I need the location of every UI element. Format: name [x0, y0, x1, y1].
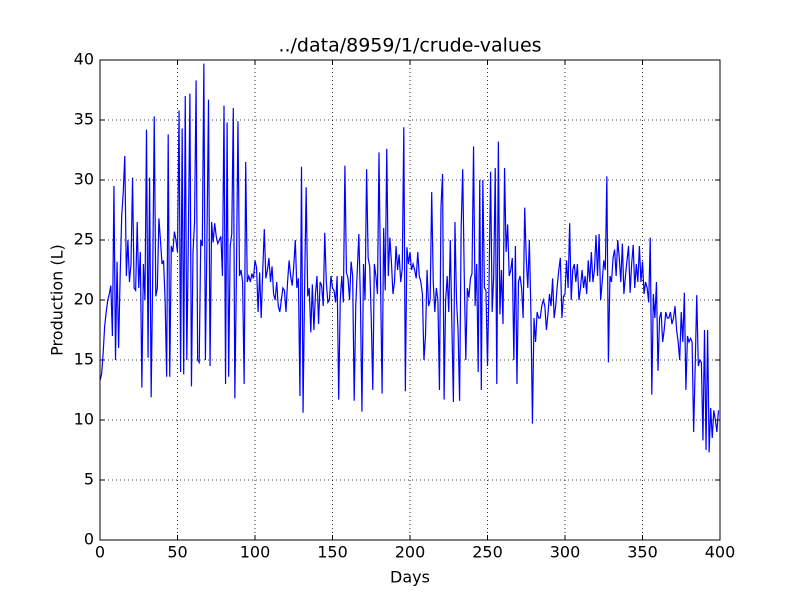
y-tick-label: 25 — [74, 230, 94, 249]
y-tick-label: 30 — [74, 170, 94, 189]
x-tick-label: 150 — [317, 543, 348, 562]
data-line — [99, 63, 720, 453]
y-tick-label: 15 — [74, 350, 94, 369]
y-tick-label: 35 — [74, 110, 94, 129]
plot-frame — [99, 59, 721, 541]
x-tick-label: 0 — [95, 543, 105, 562]
x-tick-label: 400 — [705, 543, 736, 562]
x-tick-label: 250 — [472, 543, 503, 562]
y-tick-label: 40 — [74, 50, 94, 69]
chart-title: ../data/8959/1/crude-values — [278, 35, 541, 57]
x-tick-label: 50 — [167, 543, 187, 562]
x-tick-label: 300 — [550, 543, 581, 562]
y-axis-label: Production (L) — [48, 244, 67, 356]
y-tick-label: 0 — [84, 530, 94, 549]
x-axis-label: Days — [390, 568, 430, 587]
y-tick-label: 10 — [74, 410, 94, 429]
y-tick-label: 20 — [74, 290, 94, 309]
x-tick-label: 350 — [627, 543, 658, 562]
x-tick-label: 100 — [240, 543, 271, 562]
y-tick-label: 5 — [84, 470, 94, 489]
x-tick-label: 200 — [395, 543, 426, 562]
